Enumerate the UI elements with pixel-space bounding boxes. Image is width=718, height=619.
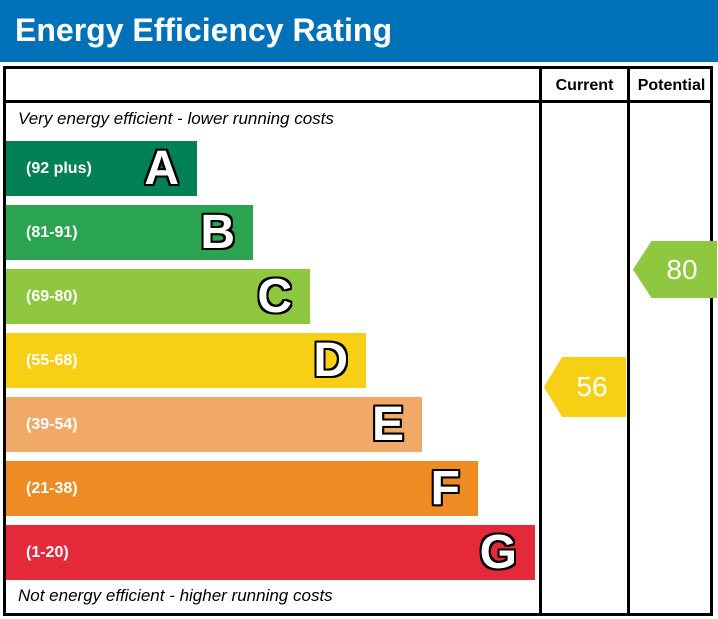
band-f: (21-38) F (6, 461, 478, 516)
page-title: Energy Efficiency Rating (15, 12, 392, 48)
band-e-letter: E (371, 398, 404, 451)
band-b-letter: B (200, 206, 235, 259)
band-g-range: (1-20) (26, 544, 69, 561)
band-f-range: (21-38) (26, 480, 78, 497)
band-b: (81-91) B (6, 205, 253, 260)
band-c-range: (69-80) (26, 288, 78, 305)
current-value: 56 (576, 371, 608, 402)
band-d-letter: D (313, 334, 348, 387)
potential-arrow: 80 (633, 241, 717, 298)
header: Energy Efficiency Rating (0, 0, 718, 62)
band-c: (69-80) C (6, 269, 310, 324)
band-b-range: (81-91) (26, 224, 78, 241)
potential-value: 80 (666, 254, 698, 285)
column-header-potential: Potential (637, 77, 706, 94)
band-a-range: (92 plus) (26, 160, 92, 177)
header-row-divider (3, 100, 713, 103)
band-f-letter: F (430, 462, 460, 515)
band-a: (92 plus) A (6, 141, 197, 196)
column-divider-potential (627, 66, 630, 616)
band-g-letter: G (479, 526, 517, 579)
column-header-current: Current (555, 77, 614, 94)
band-c-letter: C (257, 270, 292, 323)
band-d-range: (55-68) (26, 352, 78, 369)
column-divider-current (539, 66, 542, 616)
band-e-range: (39-54) (26, 416, 78, 433)
band-g: (1-20) G (6, 525, 535, 580)
band-a-letter: A (144, 142, 179, 195)
current-arrow: 56 (544, 357, 626, 417)
band-d: (55-68) D (6, 333, 366, 388)
band-e: (39-54) E (6, 397, 422, 452)
top-note: Very energy efficient - lower running co… (18, 109, 334, 128)
bottom-note: Not energy efficient - higher running co… (18, 586, 333, 605)
